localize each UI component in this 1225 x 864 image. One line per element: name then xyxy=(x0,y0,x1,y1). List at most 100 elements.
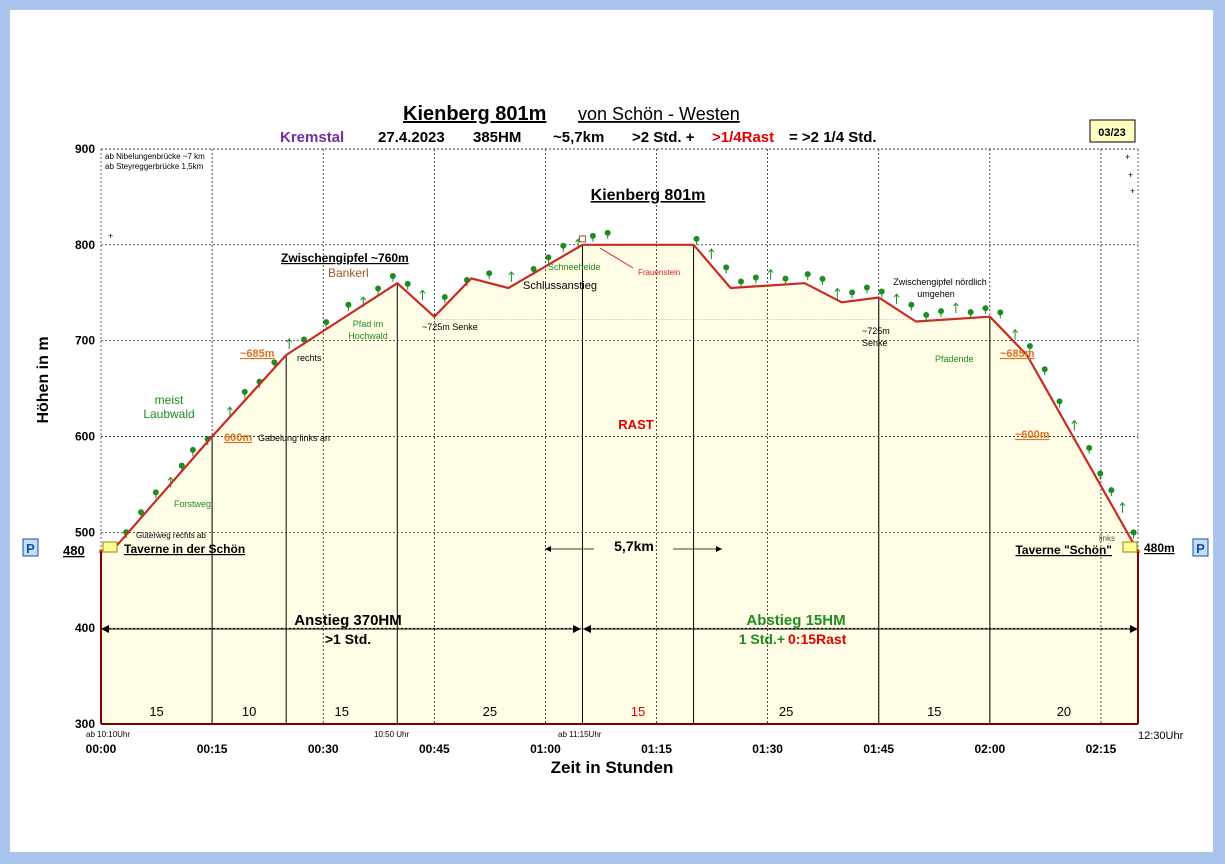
label-685-right: ~685m xyxy=(1000,348,1035,360)
tree-icon xyxy=(767,268,774,280)
marker-plus: + xyxy=(1130,186,1135,196)
tree-icon xyxy=(708,248,715,260)
tree-icon xyxy=(782,275,789,282)
parking-label-right: P xyxy=(1196,541,1205,556)
label-forstweg: Forstweg xyxy=(174,499,211,509)
tree-icon xyxy=(967,309,974,316)
label-start-alt: 480 xyxy=(63,543,85,558)
tree-icon xyxy=(441,294,448,301)
grid xyxy=(101,148,1138,724)
label-senke-right-2: Senke xyxy=(862,338,888,348)
tree-icon xyxy=(589,232,596,239)
x-tick-label: 00:15 xyxy=(197,742,228,756)
tree-icon xyxy=(1056,398,1063,405)
abstieg-arrowhead-left xyxy=(583,625,591,633)
label-end-alt: 480m xyxy=(1144,541,1175,555)
segment-duration-label: 25 xyxy=(779,704,793,719)
label-rechts: rechts xyxy=(297,353,322,363)
label-abstieg-2a: 1 Std.+ xyxy=(739,631,785,647)
subtitle-rast: >1/4Rast xyxy=(712,129,774,146)
segment-duration-label: 15 xyxy=(631,704,645,719)
tree-icon xyxy=(419,289,426,301)
label-pfad-2: Hochwald xyxy=(348,331,388,341)
tree-icon xyxy=(345,301,352,308)
elevation-chart: Kienberg 801m von Schön - Westen Kremsta… xyxy=(22,103,1209,777)
tree-icon xyxy=(389,272,396,279)
tree-markers xyxy=(123,229,1137,539)
dist-arrowhead-left xyxy=(545,546,551,552)
route-path xyxy=(100,243,1139,553)
label-taverne-right: Taverne "Schön" xyxy=(1015,543,1112,557)
tree-icon xyxy=(404,280,411,287)
summit-label: Kienberg 801m xyxy=(591,187,706,204)
tree-icon xyxy=(752,274,759,281)
tree-icon xyxy=(834,287,841,299)
tree-icon xyxy=(545,254,552,261)
segment-duration-label: 20 xyxy=(1057,704,1071,719)
tree-icon xyxy=(271,359,278,366)
badge-label: 03/23 xyxy=(1098,127,1126,139)
subtitle-km: ~5,7km xyxy=(553,129,604,146)
parking-icon-right xyxy=(1192,538,1209,557)
tree-icon xyxy=(952,302,959,314)
tree-icon xyxy=(1086,444,1093,451)
x-tick-label: 02:15 xyxy=(1086,742,1117,756)
segment-duration-label: 15 xyxy=(149,704,163,719)
tick-labels: 300 400 500 600 700 800 900 00:00 00:15 00:30 00:4… xyxy=(75,142,1117,756)
label-anstieg-1: Anstieg 370HM xyxy=(294,612,402,629)
x-tick-label: 02:00 xyxy=(975,742,1006,756)
tree-icon xyxy=(1071,419,1078,431)
tree-icon xyxy=(1119,501,1126,513)
label-rast: RAST xyxy=(618,417,653,432)
label-schneeheide: Schneeheide xyxy=(548,262,601,272)
tree-icon xyxy=(486,270,493,277)
segment-duration-label: 15 xyxy=(334,704,348,719)
label-685-left: ~685m xyxy=(240,348,275,360)
tree-icon xyxy=(738,278,745,285)
tree-icon xyxy=(560,242,567,249)
segment-labels: 15 10 15 25 15 25 15 20 xyxy=(149,704,1071,719)
label-zwischengipfel: Zwischengipfel ~760m xyxy=(281,251,409,265)
taverne-left-icon xyxy=(102,541,118,553)
anstieg-arrowhead-left xyxy=(101,625,109,633)
tree-icon xyxy=(819,275,826,282)
tree-icon xyxy=(530,266,537,273)
tree-icon xyxy=(604,229,611,236)
tree-icon xyxy=(286,338,293,350)
tree-icon xyxy=(849,289,856,296)
tree-icon xyxy=(1108,487,1115,494)
tree-icon xyxy=(997,309,1004,316)
label-anstieg-2: >1 Std. xyxy=(325,631,371,647)
tree-icon xyxy=(923,312,930,319)
marker-plus: + xyxy=(1128,170,1133,180)
tree-icon xyxy=(241,388,248,395)
label-time-end: 12:30Uhr xyxy=(1138,730,1184,742)
tree-icon xyxy=(1041,366,1048,373)
chart-title: Kienberg 801m xyxy=(403,103,546,125)
label-time-1115: ab 11:15Uhr xyxy=(558,730,602,739)
tree-icon xyxy=(878,288,885,295)
axes xyxy=(100,149,1139,725)
y-tick-label: 700 xyxy=(75,334,95,348)
tree-icon xyxy=(508,271,515,282)
label-time-start: ab 10:10Uhr xyxy=(86,730,130,739)
label-senke-right-1: ~725m xyxy=(862,326,890,336)
tree-icon xyxy=(1012,328,1018,340)
note-nibelungen: ab Nibelungenbrücke ~7 km xyxy=(105,152,205,161)
tree-icon xyxy=(938,308,945,315)
label-abstieg-1: Abstieg 15HM xyxy=(746,612,845,629)
x-tick-label: 00:45 xyxy=(419,742,450,756)
label-laubwald-1: meist xyxy=(155,393,184,407)
dist-arrowhead-right xyxy=(716,546,722,552)
chart-title-suffix: von Schön - Westen xyxy=(578,104,740,124)
x-tick-label: 01:45 xyxy=(863,742,894,756)
x-tick-label: 01:30 xyxy=(752,742,783,756)
y-tick-label: 300 xyxy=(75,717,95,731)
segment-duration-label: 15 xyxy=(927,704,941,719)
tree-icon xyxy=(178,462,185,469)
subtitle-date: 27.4.2023 xyxy=(378,129,445,146)
badge-box xyxy=(1089,119,1136,143)
label-taverne-left: Taverne in der Schön xyxy=(124,542,245,556)
x-tick-label: 00:00 xyxy=(86,742,117,756)
parking-icon-left xyxy=(22,538,39,557)
